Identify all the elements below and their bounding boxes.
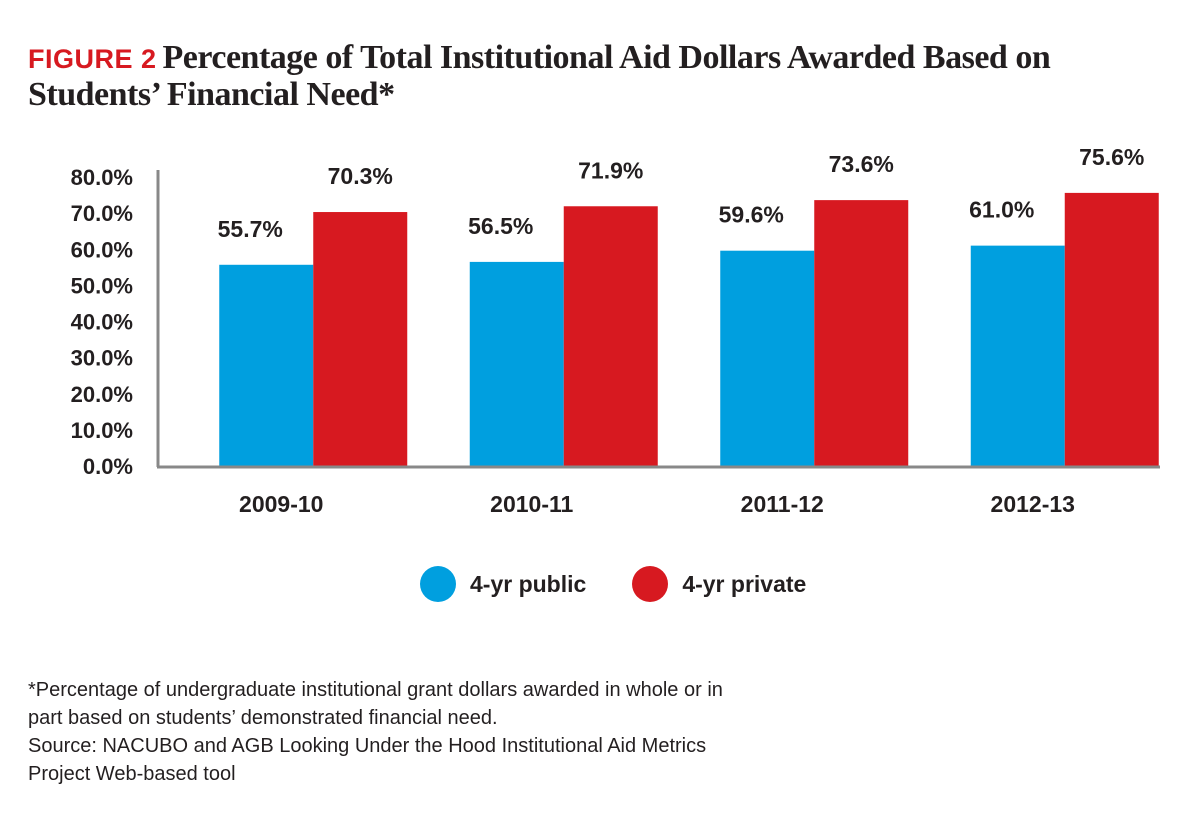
data-label-private: 71.9% <box>578 157 643 183</box>
x-tick-label: 2009-10 <box>239 491 323 517</box>
legend-item-private: 4-yr private <box>632 566 806 602</box>
x-tick-label: 2010-11 <box>490 491 573 517</box>
y-tick-label: 10.0% <box>71 418 133 443</box>
chart-title-text: Percentage of Total Institutional Aid Do… <box>28 39 1051 113</box>
bar-public <box>219 264 314 466</box>
bars <box>219 192 1159 467</box>
data-labels: 55.7% 70.3% 56.5% 71.9% 59.6% 73.6% 61.0% 75.6% <box>218 144 1145 242</box>
y-tick-label: 70.0% <box>71 201 133 226</box>
x-axis-labels: 2009-10 2010-11 2011-12 2012-13 <box>239 491 1075 517</box>
data-label-public: 56.5% <box>468 213 533 239</box>
data-label-public: 59.6% <box>719 202 784 228</box>
data-label-private: 75.6% <box>1079 144 1144 170</box>
legend-label-private: 4-yr private <box>682 570 807 597</box>
x-tick-label: 2011-12 <box>741 491 824 517</box>
legend-swatch-private <box>632 566 669 602</box>
footnote-line-2: part based on students’ demonstrated fin… <box>28 707 498 729</box>
chart-title: FIGURE 2 Percentage of Total Institutiona… <box>28 40 1178 113</box>
data-label-public: 61.0% <box>969 197 1034 223</box>
bar-public <box>720 250 815 466</box>
y-tick-label: 40.0% <box>71 310 133 335</box>
y-tick-label: 80.0% <box>71 165 133 190</box>
y-tick-label: 20.0% <box>71 382 133 407</box>
data-label-private: 73.6% <box>829 151 894 177</box>
bar-chart: 0.0% 10.0% 20.0% 30.0% 40.0% 50.0% 60.0% 70.0% 8… <box>71 144 1160 517</box>
data-label-public: 55.7% <box>218 216 283 242</box>
footnote-line-4: Project Web-based tool <box>28 763 236 785</box>
bar-public <box>970 245 1065 466</box>
bar-private <box>563 206 658 467</box>
y-tick-label: 60.0% <box>71 237 133 262</box>
bar-private <box>313 212 408 466</box>
y-tick-label: 30.0% <box>71 346 133 371</box>
legend-swatch-public <box>420 566 456 602</box>
footnote-line-3: Source: NACUBO and AGB Looking Under the… <box>28 735 707 757</box>
figure-label: FIGURE 2 <box>28 44 157 74</box>
bar-private <box>1064 192 1159 466</box>
bar-private <box>814 200 909 466</box>
y-axis-ticks: 0.0% 10.0% 20.0% 30.0% 40.0% 50.0% 60.0% 70.0% 8… <box>71 165 133 479</box>
x-tick-label: 2012-13 <box>991 491 1075 517</box>
y-tick-label: 0.0% <box>83 454 133 479</box>
y-tick-label: 50.0% <box>71 273 133 298</box>
footnote-line-1: *Percentage of undergraduate institution… <box>28 679 723 701</box>
legend-item-public: 4-yr public <box>420 566 586 602</box>
data-label-private: 70.3% <box>328 163 393 189</box>
footnote: *Percentage of undergraduate institution… <box>28 676 988 788</box>
legend: 4-yr public 4-yr private <box>420 566 852 602</box>
legend-label-public: 4-yr public <box>470 570 587 597</box>
bar-public <box>469 261 564 466</box>
